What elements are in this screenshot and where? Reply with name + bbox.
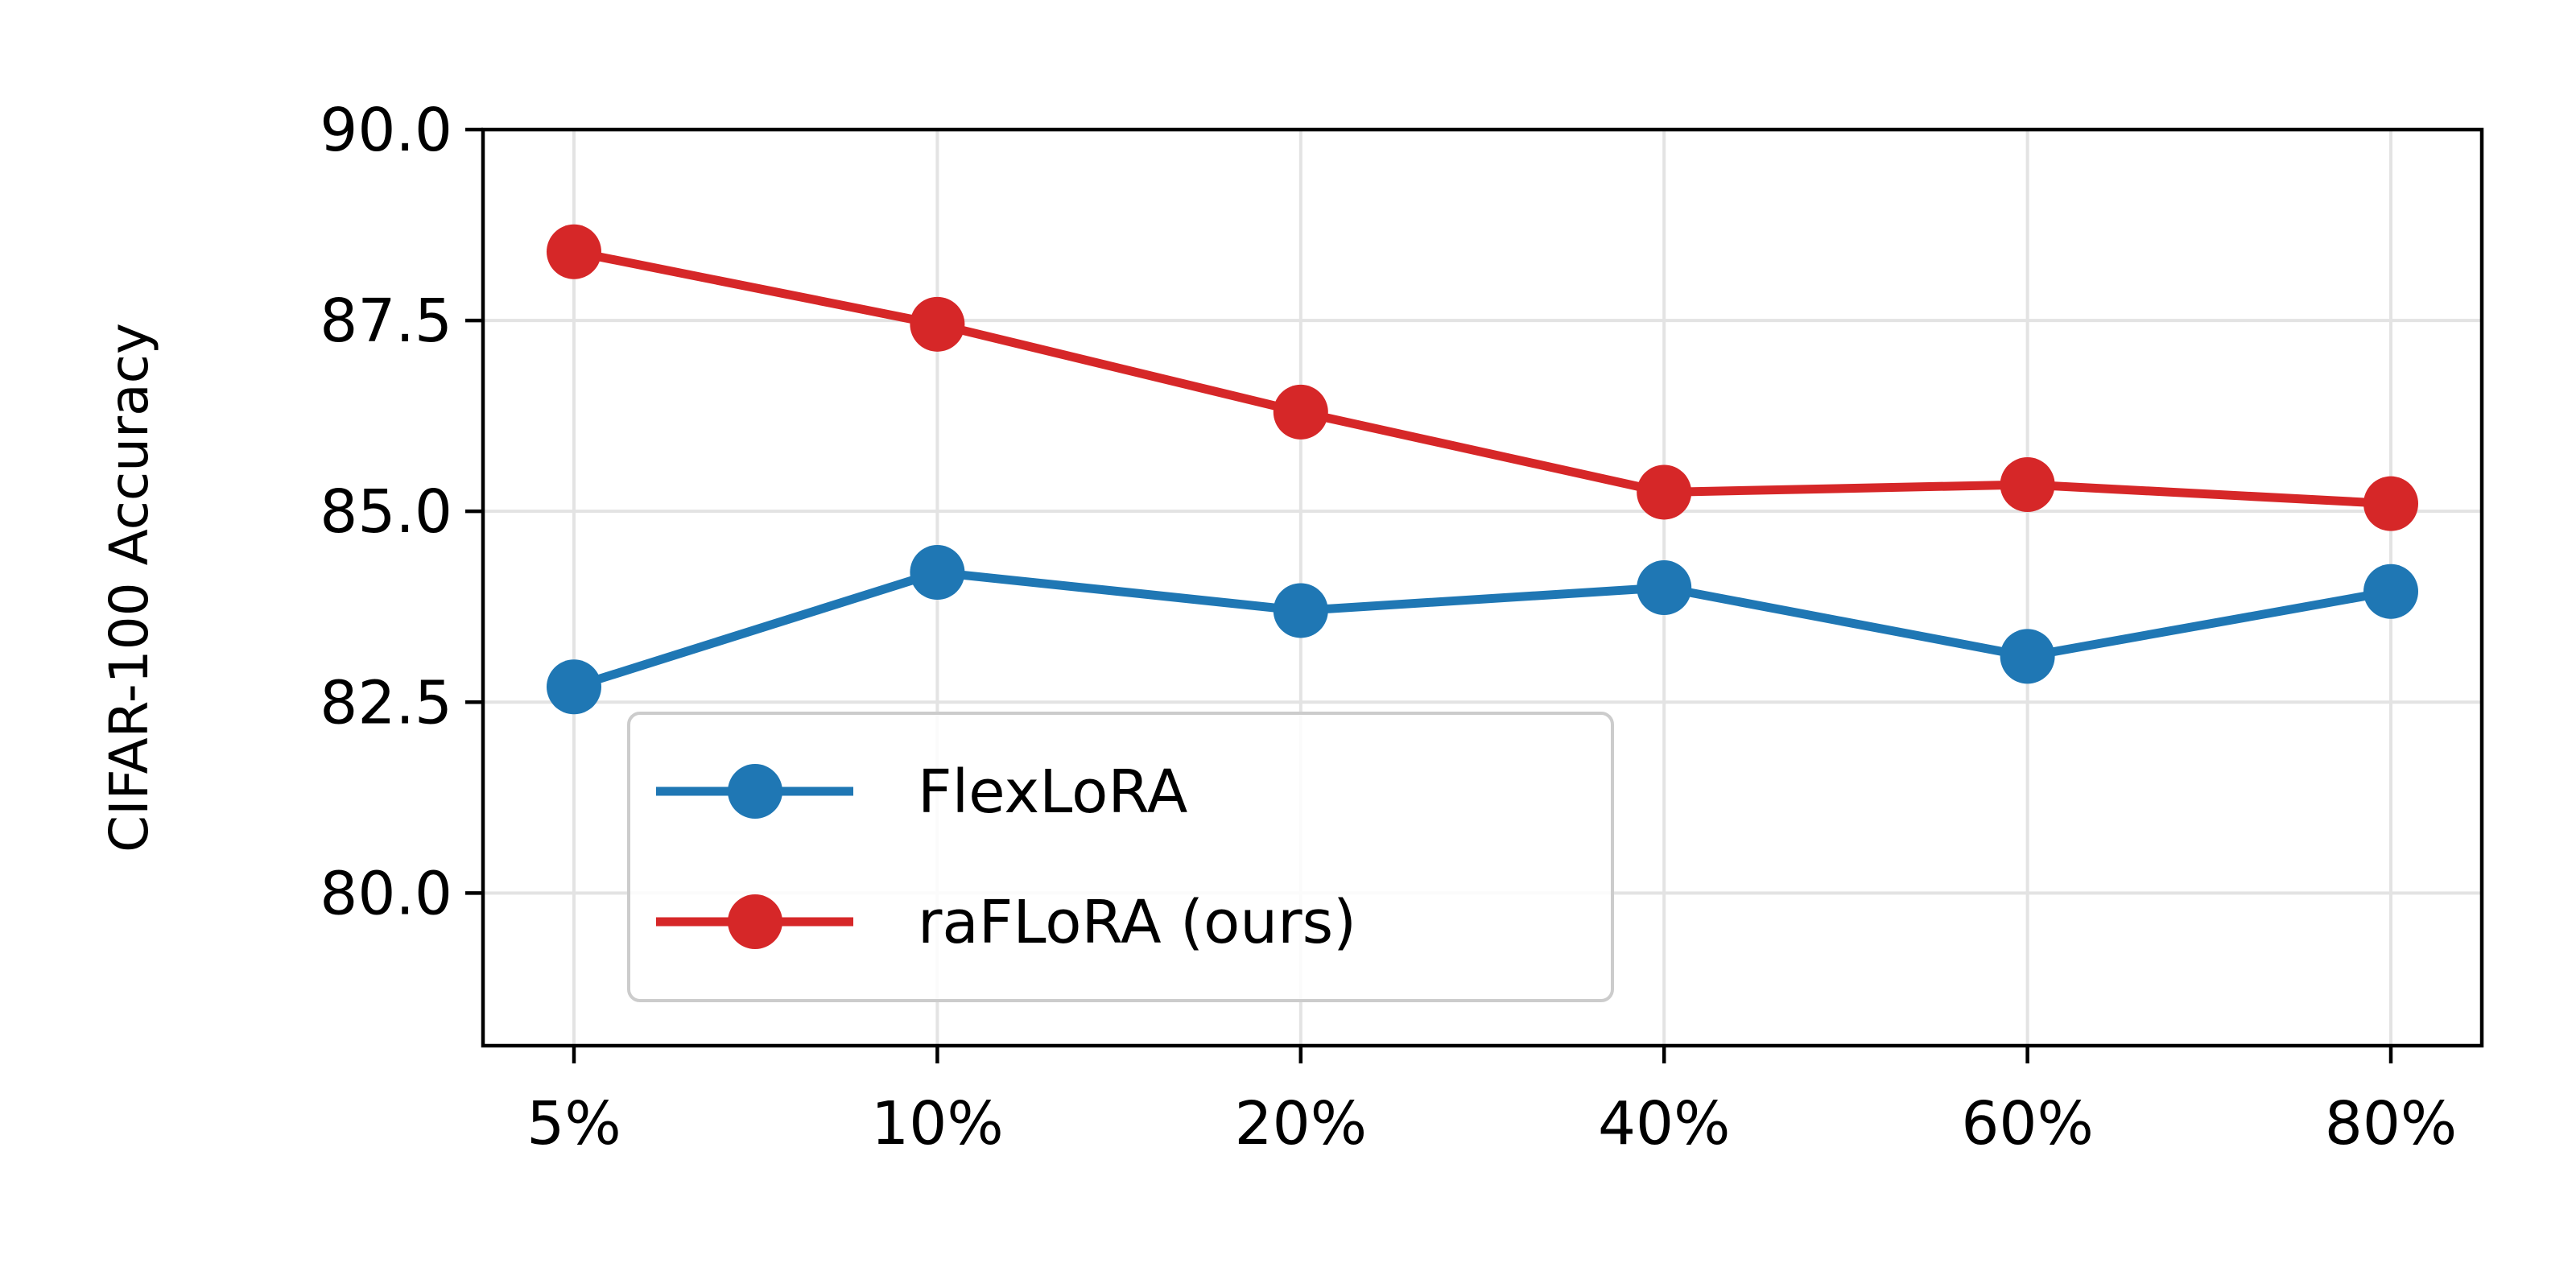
data-point — [547, 224, 601, 279]
series-raflora-ours — [547, 224, 2418, 531]
legend-item: raFLoRA (ours) — [656, 888, 1356, 957]
legend-marker — [728, 764, 782, 819]
x-tick-label: 20% — [1235, 1089, 1367, 1158]
legend-item: FlexLoRA — [656, 758, 1188, 827]
legend: FlexLoRA raFLoRA (ours) — [627, 712, 1614, 1002]
data-point — [910, 545, 965, 601]
data-point — [547, 659, 601, 715]
series-line — [572, 247, 2392, 509]
series-line — [572, 568, 2392, 691]
y-tick-label: 82.5 — [320, 668, 452, 737]
y-tick-label: 80.0 — [320, 859, 452, 928]
y-tick-label: 87.5 — [320, 287, 452, 356]
x-tick-label: 40% — [1598, 1089, 1730, 1158]
x-tick-label: 80% — [2325, 1089, 2457, 1158]
y-axis-ticks: 80.0 82.5 85.0 87.5 90.0 — [320, 96, 483, 928]
data-point — [1637, 464, 1692, 520]
series-flexlora — [547, 545, 2418, 715]
y-tick-label: 85.0 — [320, 477, 452, 547]
legend-marker — [728, 894, 782, 949]
x-tick-label: 5% — [526, 1089, 621, 1158]
legend-box — [627, 712, 1614, 1002]
data-point — [1273, 384, 1328, 440]
data-point — [2363, 564, 2418, 619]
data-point — [2363, 476, 2418, 531]
data-point — [2000, 456, 2055, 512]
data-point — [2000, 629, 2055, 684]
x-axis-ticks: 5% 10% 20% 40% 60% 80% — [526, 1046, 2457, 1158]
legend-label: raFLoRA (ours) — [918, 888, 1356, 957]
y-tick-label: 90.0 — [320, 96, 452, 165]
data-point — [1273, 583, 1328, 638]
x-tick-label: 10% — [871, 1089, 1003, 1158]
x-tick-label: 60% — [1961, 1089, 2093, 1158]
data-point — [1637, 560, 1692, 615]
y-axis-label: CIFAR-100 Accuracy — [98, 323, 160, 852]
legend-label: FlexLoRA — [918, 758, 1188, 827]
data-point — [910, 296, 965, 352]
series-layer — [547, 224, 2418, 715]
plot-frame — [481, 127, 2484, 1048]
